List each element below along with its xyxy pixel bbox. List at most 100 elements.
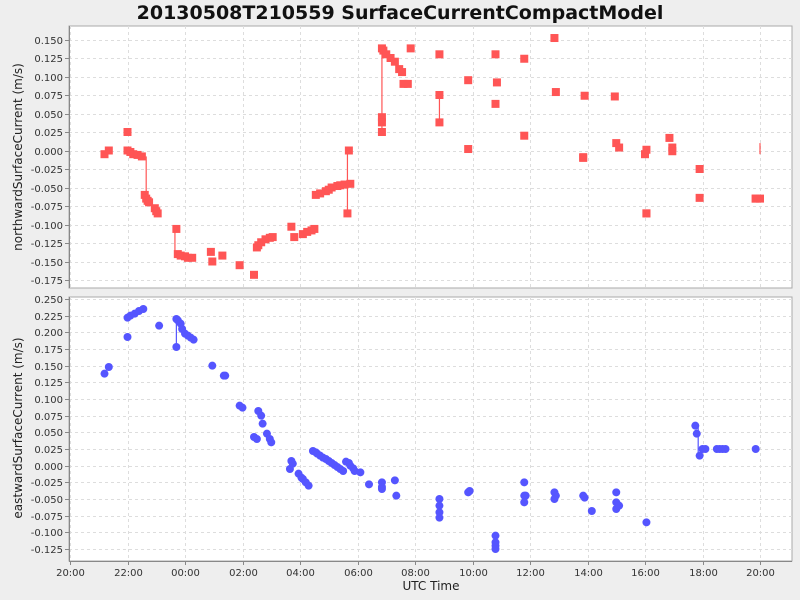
data-point: [435, 513, 444, 522]
data-point: [695, 451, 704, 460]
data-point: [665, 133, 674, 142]
data-point: [399, 79, 408, 88]
data-point: [551, 88, 560, 97]
data-point: [550, 495, 559, 503]
data-point: [123, 128, 132, 136]
y-tick-label: 0.125: [34, 378, 63, 389]
y-tick-label: -0.075: [31, 202, 63, 213]
data-point: [435, 118, 444, 127]
data-point: [288, 459, 297, 468]
y-tick-label: 0.025: [34, 445, 63, 456]
data-point: [435, 495, 444, 503]
data-point: [267, 438, 276, 447]
data-point: [339, 467, 348, 475]
data-point: [100, 150, 109, 159]
x-tick-label: 00:00: [171, 568, 200, 579]
data-point: [238, 403, 247, 412]
data-point: [615, 143, 624, 152]
data-point: [615, 501, 624, 510]
x-tick-label: 10:00: [459, 568, 488, 579]
chart-title: 20130508T210559 SurfaceCurrentCompactMod…: [136, 2, 664, 24]
data-point: [176, 251, 185, 260]
plot-area: [68, 296, 793, 562]
top-y-axis-label: northwardSurfaceCurrent (m/s): [11, 63, 25, 251]
data-point: [343, 209, 352, 218]
data-point: [183, 253, 192, 262]
data-point: [250, 270, 258, 279]
data-point: [491, 531, 500, 540]
data-point: [695, 165, 704, 173]
data-point: [377, 128, 386, 136]
data-point: [104, 146, 113, 155]
data-point: [123, 333, 132, 341]
data-point: [290, 233, 299, 242]
y-tick-label: 0.000: [34, 147, 63, 158]
y-tick-label: -0.025: [31, 165, 63, 176]
data-point: [491, 99, 500, 108]
data-point: [668, 147, 677, 156]
data-point: [304, 481, 313, 490]
data-point: [692, 429, 701, 438]
y-tick-label: 0.150: [34, 36, 63, 47]
x-tick-label: 20:00: [746, 568, 775, 579]
data-point: [520, 498, 529, 507]
data-point: [336, 181, 345, 190]
data-point: [153, 209, 162, 218]
y-tick-label: 0.075: [34, 91, 63, 102]
data-point: [580, 91, 589, 100]
x-tick-label: 02:00: [229, 568, 258, 579]
data-point: [219, 371, 228, 380]
northward-current-plot: 0.150 0.125 0.100 0.075 0.050 0.025 0.000 -0.02…: [31, 25, 793, 289]
data-point: [365, 480, 373, 489]
data-point: [406, 44, 415, 53]
data-point: [491, 545, 500, 553]
data-point: [612, 139, 621, 148]
y-tick-label: -0.150: [31, 258, 63, 269]
y-tick-label: -0.075: [31, 512, 63, 523]
y-tick-label: 0.150: [34, 362, 63, 373]
data-point: [377, 485, 386, 493]
data-point: [751, 445, 760, 453]
data-point: [642, 145, 651, 154]
data-point: [579, 153, 588, 162]
data-point: [104, 363, 113, 371]
y-tick-label: -0.125: [31, 545, 63, 556]
y-tick-label: -0.100: [31, 221, 63, 232]
x-tick-label: 12:00: [516, 568, 545, 579]
data-point: [642, 209, 651, 218]
data-point: [701, 445, 710, 453]
data-point: [139, 305, 148, 313]
x-tick-label: 04:00: [286, 568, 315, 579]
data-point: [691, 421, 700, 430]
data-point: [356, 468, 365, 477]
eastward-current-plot: 0.250 0.225 0.200 0.175 0.150 0.125 0.100 0.075…: [31, 295, 793, 562]
data-point: [311, 190, 320, 199]
data-point: [492, 78, 501, 87]
y-tick-label: 0.225: [34, 312, 63, 323]
y-tick-label: 0.250: [34, 295, 63, 306]
x-tick-label: 14:00: [574, 568, 603, 579]
data-point: [435, 501, 444, 510]
data-point: [340, 180, 349, 189]
x-tick-label: 08:00: [401, 568, 430, 579]
data-point: [172, 343, 181, 351]
data-point: [398, 68, 407, 77]
data-point: [188, 253, 197, 262]
data-point: [206, 247, 215, 256]
y-tick-label: 0.050: [34, 428, 63, 439]
x-tick-label: 16:00: [631, 568, 660, 579]
data-point: [189, 335, 198, 344]
data-point: [610, 92, 619, 101]
bottom-y-axis-label: eastwardSurfaceCurrent (m/s): [11, 337, 25, 518]
data-point: [316, 189, 325, 198]
data-point: [403, 79, 412, 88]
data-point: [268, 233, 277, 242]
data-point: [435, 91, 444, 99]
x-tick-label: 06:00: [344, 568, 373, 579]
data-point: [235, 261, 244, 270]
data-point: [303, 227, 312, 236]
data-point: [327, 183, 336, 192]
y-tick-label: -0.100: [31, 528, 63, 539]
data-point: [129, 150, 138, 159]
